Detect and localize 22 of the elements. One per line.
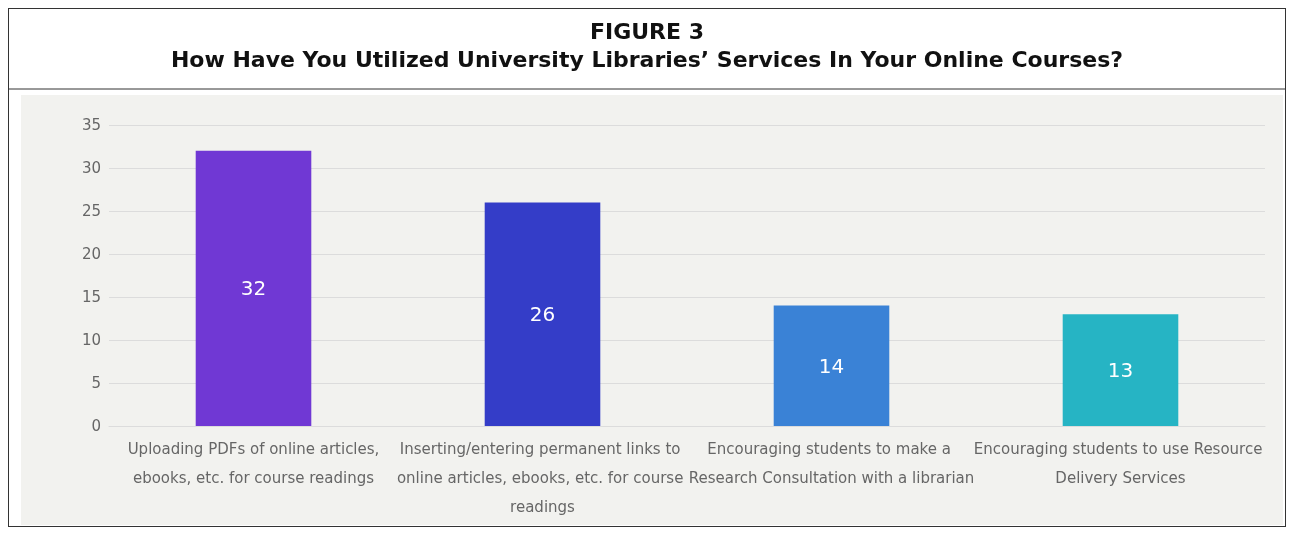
chart-title: FIGURE 3 [589, 18, 705, 44]
bar [1062, 314, 1179, 426]
data-label: 32 [240, 276, 267, 301]
y-tick-label: 0 [91, 417, 101, 435]
bar [195, 150, 312, 426]
x-tick-label: Encouraging students to use Resource Delivery Services [973, 439, 1268, 487]
chart-subtitle: How Have You Utilized University Libraries’ Services In Your Online Courses? [170, 46, 1124, 72]
y-tick-label: 25 [81, 202, 101, 220]
y-tick-label: 15 [81, 288, 101, 306]
y-tick-label: 30 [81, 159, 101, 177]
data-label: 26 [529, 302, 556, 327]
bar [484, 202, 601, 426]
x-tick-label: Inserting/entering permanent links to online articles, ebooks, etc. for course readings [396, 439, 689, 516]
y-tick-label: 35 [81, 116, 101, 134]
x-tick-label: Uploading PDFs of online articles,ebooks, etc. for course readings [127, 439, 380, 487]
y-tick-label: 10 [81, 331, 101, 349]
y-tick-label: 20 [81, 245, 101, 263]
data-label: 13 [1107, 358, 1134, 383]
x-tick-label: Encouraging students to make a Research Consultation with a librarian [688, 439, 975, 487]
data-label: 14 [818, 353, 845, 378]
bar [773, 305, 890, 426]
y-tick-label: 5 [91, 374, 101, 392]
